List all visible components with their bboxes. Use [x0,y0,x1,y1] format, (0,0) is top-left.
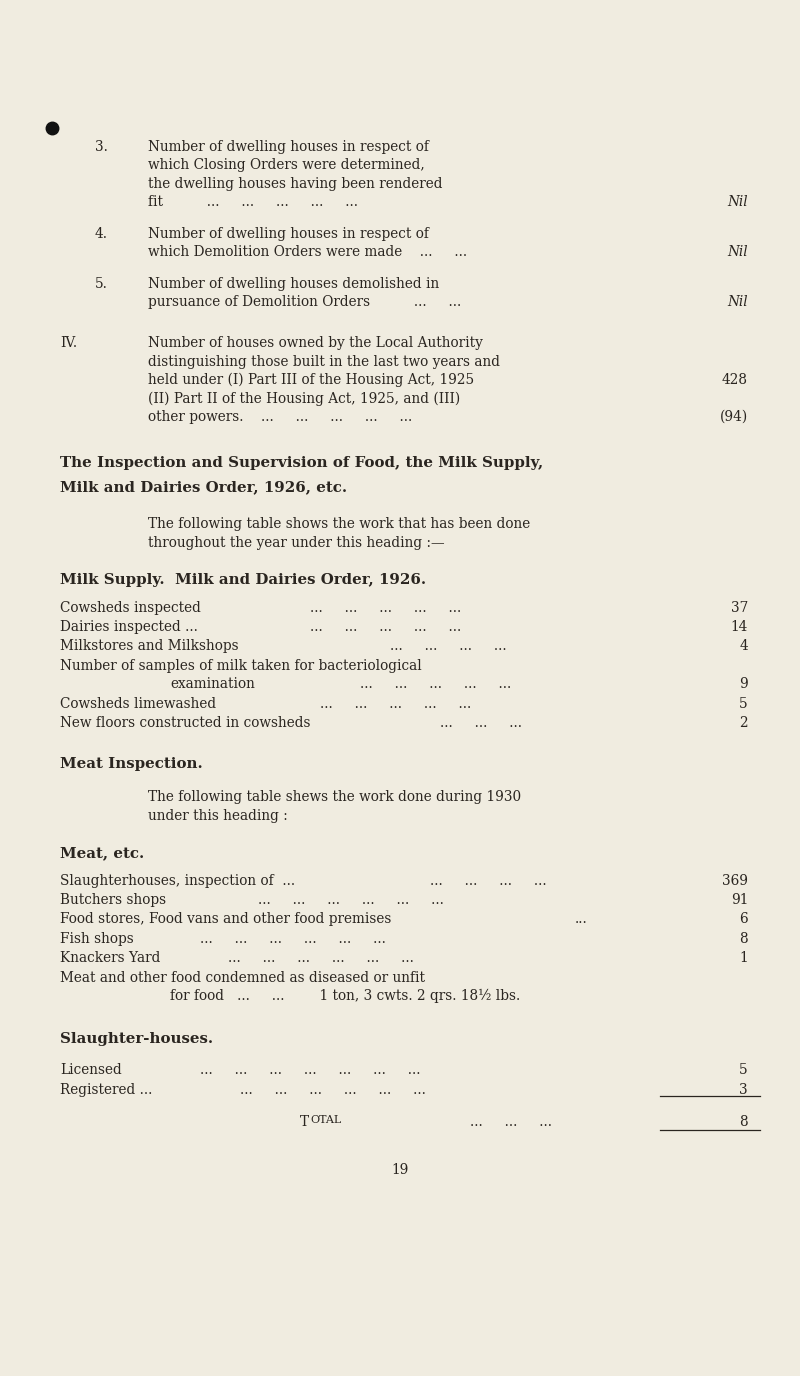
Text: Number of dwelling houses in respect of: Number of dwelling houses in respect of [148,140,429,154]
Text: Number of dwelling houses in respect of: Number of dwelling houses in respect of [148,227,429,241]
Text: Meat Inspection.: Meat Inspection. [60,757,202,771]
Text: Meat, etc.: Meat, etc. [60,846,144,860]
Text: 428: 428 [722,373,748,387]
Text: 5: 5 [739,1064,748,1077]
Text: under this heading :: under this heading : [148,809,288,823]
Text: 369: 369 [722,874,748,888]
Text: 19: 19 [391,1163,409,1176]
Text: 9: 9 [739,677,748,691]
Text: pursuance of Demolition Orders          ...     ...: pursuance of Demolition Orders ... ... [148,296,462,310]
Text: 8: 8 [739,1115,748,1128]
Text: 1: 1 [739,951,748,965]
Text: 37: 37 [730,601,748,615]
Text: Fish shops: Fish shops [60,932,134,945]
Text: Licensed: Licensed [60,1064,122,1077]
Text: Milk and Dairies Order, 1926, etc.: Milk and Dairies Order, 1926, etc. [60,480,347,494]
Text: ...     ...     ...: ... ... ... [440,717,522,731]
Text: Meat and other food condemned as diseased or unfit: Meat and other food condemned as disease… [60,970,425,985]
Text: Butchers shops: Butchers shops [60,893,166,907]
Text: ...     ...     ...     ...     ...     ...: ... ... ... ... ... ... [228,951,414,965]
Text: Dairies inspected ...: Dairies inspected ... [60,621,198,634]
Text: 5.: 5. [95,277,108,290]
Text: OTAL: OTAL [310,1115,342,1126]
Text: 4: 4 [739,640,748,654]
Text: 4.: 4. [95,227,108,241]
Text: (II) Part II of the Housing Act, 1925, and (III): (II) Part II of the Housing Act, 1925, a… [148,392,460,406]
Text: distinguishing those built in the last two years and: distinguishing those built in the last t… [148,355,500,369]
Text: 3: 3 [739,1083,748,1098]
Text: fit          ...     ...     ...     ...     ...: fit ... ... ... ... ... [148,195,358,209]
Text: ...     ...     ...     ...: ... ... ... ... [430,874,546,888]
Text: ...: ... [575,912,588,926]
Text: The following table shows the work that has been done: The following table shows the work that … [148,517,530,531]
Text: ...     ...     ...     ...     ...     ...: ... ... ... ... ... ... [258,893,444,907]
Text: 3.: 3. [95,140,108,154]
Text: ...     ...     ...     ...     ...     ...: ... ... ... ... ... ... [200,932,386,945]
Text: IV.: IV. [60,336,77,350]
Text: Slaughter-houses.: Slaughter-houses. [60,1032,213,1046]
Text: ...     ...     ...     ...: ... ... ... ... [390,640,506,654]
Text: Number of dwelling houses demolished in: Number of dwelling houses demolished in [148,277,439,290]
Text: 91: 91 [730,893,748,907]
Text: 5: 5 [739,696,748,711]
Text: ...     ...     ...     ...     ...: ... ... ... ... ... [310,621,462,634]
Text: ...     ...     ...     ...     ...: ... ... ... ... ... [310,601,462,615]
Text: other powers.    ...     ...     ...     ...     ...: other powers. ... ... ... ... ... [148,410,412,424]
Text: Cowsheds limewashed: Cowsheds limewashed [60,696,216,711]
Text: 2: 2 [739,717,748,731]
Text: 14: 14 [730,621,748,634]
Text: ...     ...     ...     ...     ...: ... ... ... ... ... [360,677,511,691]
Text: examination: examination [170,677,255,691]
Text: T: T [300,1115,309,1128]
Text: Milkstores and Milkshops: Milkstores and Milkshops [60,640,238,654]
Text: which Demolition Orders were made    ...     ...: which Demolition Orders were made ... ..… [148,245,467,260]
Text: The Inspection and Supervision of Food, the Milk Supply,: The Inspection and Supervision of Food, … [60,457,543,471]
Text: Food stores, Food vans and other food premises: Food stores, Food vans and other food pr… [60,912,391,926]
Text: ...     ...     ...     ...     ...     ...: ... ... ... ... ... ... [240,1083,426,1098]
Text: New floors constructed in cowsheds: New floors constructed in cowsheds [60,717,310,731]
Text: Milk Supply.  Milk and Dairies Order, 1926.: Milk Supply. Milk and Dairies Order, 192… [60,572,426,588]
Text: Nil: Nil [727,245,748,260]
Text: the dwelling houses having been rendered: the dwelling houses having been rendered [148,178,442,191]
Text: ...     ...     ...     ...     ...: ... ... ... ... ... [320,696,471,711]
Text: The following table shews the work done during 1930: The following table shews the work done … [148,790,521,805]
Text: for food   ...     ...        1 ton, 3 cwts. 2 qrs. 18½ lbs.: for food ... ... 1 ton, 3 cwts. 2 qrs. 1… [170,989,520,1003]
Text: Registered ...: Registered ... [60,1083,152,1098]
Text: Cowsheds inspected: Cowsheds inspected [60,601,201,615]
Text: ...     ...     ...     ...     ...     ...     ...: ... ... ... ... ... ... ... [200,1064,421,1077]
Text: which Closing Orders were determined,: which Closing Orders were determined, [148,158,425,172]
Text: Knackers Yard: Knackers Yard [60,951,160,965]
Text: 6: 6 [739,912,748,926]
Text: Number of houses owned by the Local Authority: Number of houses owned by the Local Auth… [148,336,483,350]
Text: 8: 8 [739,932,748,945]
Text: (94): (94) [720,410,748,424]
Text: held under (I) Part III of the Housing Act, 1925: held under (I) Part III of the Housing A… [148,373,474,388]
Text: ...     ...     ...: ... ... ... [470,1115,552,1128]
Text: throughout the year under this heading :—: throughout the year under this heading :… [148,535,445,550]
Text: Nil: Nil [727,195,748,209]
Text: Nil: Nil [727,296,748,310]
Text: Slaughterhouses, inspection of  ...: Slaughterhouses, inspection of ... [60,874,295,888]
Text: Number of samples of milk taken for bacteriological: Number of samples of milk taken for bact… [60,659,422,673]
